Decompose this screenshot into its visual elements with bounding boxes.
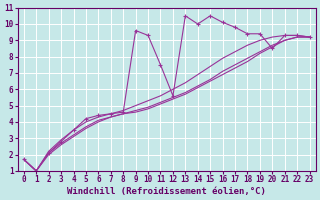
X-axis label: Windchill (Refroidissement éolien,°C): Windchill (Refroidissement éolien,°C)	[67, 187, 266, 196]
